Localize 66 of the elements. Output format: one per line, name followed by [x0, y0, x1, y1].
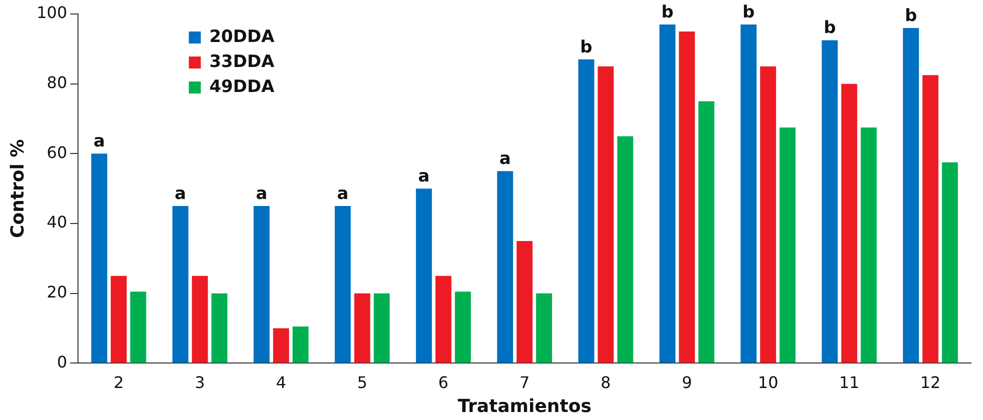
- x-tick-label: 2: [114, 372, 124, 392]
- y-tick-label: 80: [46, 72, 68, 92]
- annotation: a: [418, 166, 430, 187]
- bar: [617, 136, 634, 363]
- y-tick-label: 20: [46, 282, 68, 302]
- annotation: b: [580, 37, 592, 58]
- x-tick-label: 12: [920, 372, 941, 392]
- bar: [454, 292, 471, 363]
- x-tick-label: 4: [276, 372, 286, 392]
- y-tick-label: 40: [46, 212, 68, 232]
- x-tick-label: 9: [682, 372, 692, 392]
- annotation: b: [742, 2, 755, 22]
- bar: [678, 31, 695, 363]
- bar: [659, 24, 676, 363]
- annotation: a: [256, 184, 268, 204]
- bar: [211, 293, 228, 363]
- y-tick-label: 0: [56, 352, 68, 372]
- bar: [841, 84, 858, 363]
- bar: [698, 101, 714, 363]
- bar: [435, 276, 452, 363]
- bar: [130, 292, 146, 363]
- legend-label: 49DDA: [209, 76, 276, 97]
- x-axis-title: Tratamientos: [458, 396, 592, 417]
- annotation: a: [337, 184, 348, 204]
- legend-label: 33DDA: [209, 52, 276, 72]
- y-tick-label: 60: [46, 142, 68, 162]
- bar: [334, 206, 351, 363]
- bar: [516, 240, 533, 363]
- bar: [110, 276, 127, 363]
- bar: [760, 66, 776, 363]
- bar: [536, 293, 552, 363]
- bar: [740, 24, 757, 363]
- bar: [374, 293, 390, 363]
- bar: [942, 162, 958, 363]
- x-tick-label: 7: [519, 372, 530, 392]
- bar: [192, 276, 208, 363]
- x-tick-label: 6: [438, 372, 448, 392]
- bar: [254, 206, 270, 363]
- annotation: a: [174, 184, 186, 204]
- x-tick-label: 10: [758, 372, 778, 392]
- bar: [578, 59, 594, 363]
- annotation: b: [904, 6, 918, 26]
- bar: [860, 127, 877, 363]
- bar: [598, 66, 614, 363]
- y-tick-label: 100: [36, 3, 68, 22]
- bar: [922, 75, 938, 363]
- x-tick-label: 11: [839, 372, 860, 392]
- bar: [91, 154, 108, 363]
- bar: [780, 127, 796, 363]
- bar: [416, 188, 432, 363]
- annotation: b: [824, 18, 836, 38]
- bar: [172, 206, 188, 363]
- bar: [497, 171, 514, 363]
- bar: [354, 293, 370, 363]
- legend-label: 20DDA: [209, 26, 276, 47]
- annotation: a: [94, 132, 105, 152]
- x-tick-label: 5: [357, 372, 368, 392]
- bar: [273, 328, 290, 363]
- x-tick-label: 3: [194, 372, 205, 392]
- annotation: a: [499, 149, 511, 170]
- bar: [902, 28, 919, 363]
- y-axis-title: Control %: [7, 139, 28, 238]
- x-tick-label: 8: [600, 372, 611, 392]
- bar: [292, 326, 309, 363]
- bar: [822, 40, 838, 363]
- annotation: b: [661, 2, 674, 22]
